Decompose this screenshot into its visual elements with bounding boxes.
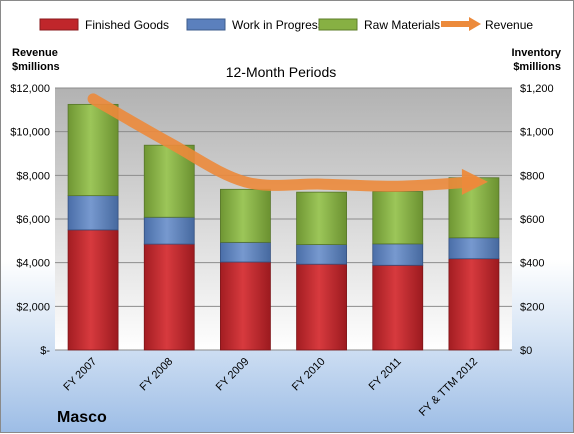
x-tick-label: FY 2011 — [367, 356, 404, 393]
bar-finished-goods — [67, 229, 119, 351]
right-tick-label: $1,000 — [520, 127, 554, 139]
right-tick-label: $200 — [520, 301, 544, 313]
left-tick-label: $10,000 — [10, 127, 50, 139]
bar-work-in-progress — [296, 244, 347, 265]
x-tick-label: FY 2007 — [61, 356, 99, 394]
right-tick-label: $0 — [520, 345, 532, 357]
legend-label-finished-goods: Finished Goods — [85, 18, 169, 32]
left-tick-label: $8,000 — [16, 170, 50, 182]
bar-raw-materials — [67, 103, 119, 197]
chart-title: 12-Month Periods — [226, 64, 337, 80]
revenue-line-group — [87, 93, 488, 195]
revenue-line — [87, 93, 480, 192]
x-tick-label: FY & TTM 2012 — [417, 356, 480, 419]
right-axis: $0 $200 $400 $600 $800 $1,000 $1,200 — [520, 83, 554, 357]
bar-finished-goods — [372, 264, 424, 351]
bar-finished-goods — [448, 258, 500, 351]
revenue-arrowhead-icon — [461, 168, 488, 195]
bar-raw-materials — [220, 188, 271, 243]
bar-group — [67, 103, 500, 351]
gridlines — [55, 87, 512, 351]
x-tick-label: FY 2008 — [138, 356, 176, 394]
x-tick-label: FY 2010 — [290, 356, 328, 394]
bar-finished-goods — [143, 243, 195, 351]
legend: Finished Goods Work in Progress Raw Mate… — [39, 17, 533, 32]
bar-raw-materials — [296, 191, 347, 245]
left-tick-label: $2,000 — [16, 301, 50, 313]
legend-label-work-in-progress: Work in Progress — [232, 18, 324, 32]
left-axis: $- $2,000 $4,000 $6,000 $8,000 $10,000 $12,000 — [10, 83, 50, 357]
right-tick-label: $400 — [520, 258, 544, 270]
legend-arrow-icon — [469, 17, 481, 31]
right-tick-label: $1,200 — [520, 83, 554, 95]
right-axis-title-line2: $millions — [513, 61, 561, 73]
bar-finished-goods — [296, 263, 347, 351]
x-axis: FY 2007 FY 2008 FY 2009 FY 2010 FY 2011 FY & … — [61, 356, 480, 419]
bar-work-in-progress — [67, 195, 119, 231]
left-axis-title-line1: Revenue — [12, 47, 58, 59]
legend-label-revenue: Revenue — [485, 18, 533, 32]
bar-work-in-progress — [143, 216, 195, 245]
right-axis-title-line1: Inventory — [511, 47, 561, 59]
bar-finished-goods — [220, 261, 271, 351]
legend-swatch-finished-goods — [39, 18, 79, 31]
x-tick-label: FY 2009 — [214, 356, 252, 394]
bar-work-in-progress — [372, 243, 424, 266]
legend-swatch-work-in-progress — [186, 18, 226, 31]
bar-raw-materials — [372, 191, 424, 245]
left-axis-title-line2: $millions — [12, 61, 60, 73]
left-tick-label: $12,000 — [10, 83, 50, 95]
company-name: Masco — [57, 409, 107, 426]
right-tick-label: $600 — [520, 214, 544, 226]
bar-work-in-progress — [448, 237, 500, 260]
right-tick-label: $800 — [520, 170, 544, 182]
left-tick-label: $6,000 — [16, 214, 50, 226]
left-tick-label: $4,000 — [16, 258, 50, 270]
left-tick-label: $- — [40, 345, 50, 357]
legend-label-raw-materials: Raw Materials — [364, 18, 440, 32]
bar-work-in-progress — [220, 241, 271, 263]
legend-swatch-raw-materials — [318, 18, 358, 31]
